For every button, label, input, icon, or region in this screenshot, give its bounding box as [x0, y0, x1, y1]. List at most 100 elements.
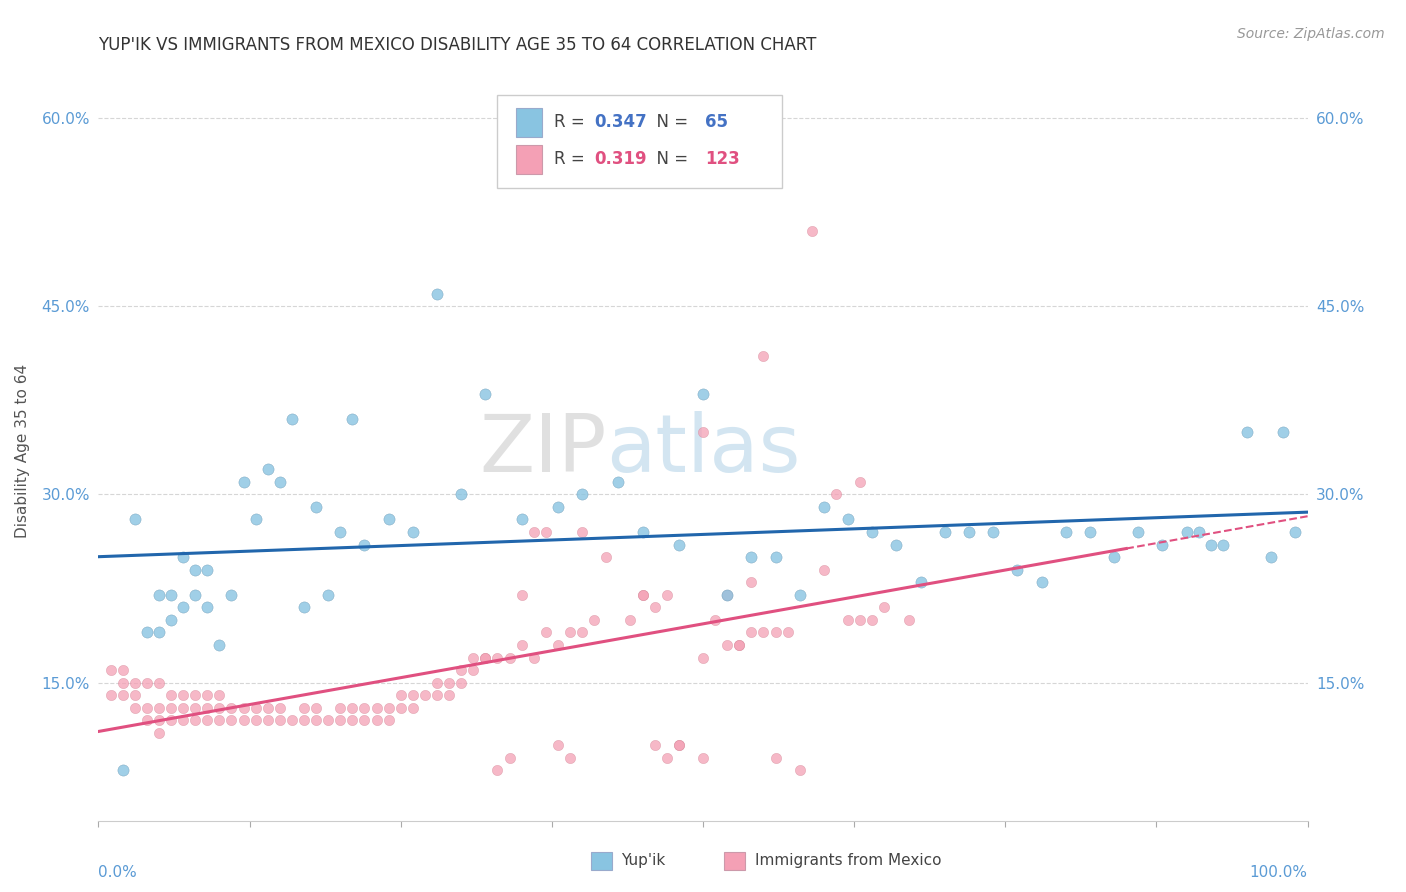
Point — [486, 764, 509, 778]
Point — [269, 713, 291, 727]
Point — [389, 700, 412, 714]
Point — [934, 524, 956, 539]
Point — [474, 650, 496, 665]
Point — [353, 538, 375, 552]
Point — [607, 475, 630, 489]
Point — [245, 512, 267, 526]
Point — [426, 286, 449, 301]
Point — [728, 638, 751, 652]
Text: 0.319: 0.319 — [595, 151, 647, 169]
Point — [389, 688, 412, 702]
Point — [377, 512, 399, 526]
Point — [329, 700, 352, 714]
Point — [342, 412, 364, 426]
Point — [498, 650, 520, 665]
Point — [752, 349, 775, 363]
Point — [619, 613, 641, 627]
Point — [316, 588, 339, 602]
Text: 100.0%: 100.0% — [1250, 865, 1308, 880]
Text: N =: N = — [647, 151, 693, 169]
Point — [426, 675, 449, 690]
Text: R =: R = — [554, 151, 591, 169]
Point — [789, 764, 811, 778]
Point — [789, 588, 811, 602]
Point — [195, 713, 218, 727]
Point — [172, 713, 194, 727]
Point — [873, 600, 896, 615]
Point — [172, 600, 194, 615]
Point — [111, 688, 134, 702]
Point — [595, 550, 617, 565]
Point — [148, 726, 170, 740]
Point — [813, 563, 835, 577]
Point — [195, 563, 218, 577]
Point — [474, 650, 496, 665]
Point — [256, 462, 278, 476]
Point — [208, 638, 231, 652]
Point — [571, 625, 593, 640]
Point — [692, 650, 714, 665]
Point — [426, 688, 449, 702]
Point — [486, 650, 509, 665]
Point — [765, 751, 787, 765]
Point — [450, 487, 472, 501]
Point — [837, 613, 859, 627]
Point — [172, 688, 194, 702]
Point — [402, 524, 425, 539]
Point — [510, 512, 533, 526]
Text: 0.347: 0.347 — [595, 113, 647, 131]
Point — [148, 713, 170, 727]
Point — [245, 700, 267, 714]
Point — [124, 675, 146, 690]
Point — [716, 638, 738, 652]
Point — [463, 650, 485, 665]
Point — [1212, 538, 1234, 552]
Point — [148, 675, 170, 690]
Point — [292, 700, 315, 714]
FancyBboxPatch shape — [498, 95, 782, 187]
Point — [329, 524, 352, 539]
Point — [716, 588, 738, 602]
Point — [100, 663, 122, 677]
Point — [221, 588, 243, 602]
Point — [184, 713, 207, 727]
Point — [523, 524, 546, 539]
Text: 0.0%: 0.0% — [98, 865, 138, 880]
Point — [148, 625, 170, 640]
Point — [195, 600, 218, 615]
Point — [765, 625, 787, 640]
Point — [342, 700, 364, 714]
Point — [292, 713, 315, 727]
Point — [1128, 524, 1150, 539]
Text: R =: R = — [554, 113, 591, 131]
Point — [765, 550, 787, 565]
Point — [631, 588, 654, 602]
Point — [281, 713, 304, 727]
Point — [571, 524, 593, 539]
Point — [437, 688, 460, 702]
Point — [305, 500, 328, 514]
Point — [377, 700, 399, 714]
Point — [1199, 538, 1222, 552]
Text: Immigrants from Mexico: Immigrants from Mexico — [755, 854, 942, 868]
Point — [558, 751, 581, 765]
Point — [208, 713, 231, 727]
Point — [366, 700, 388, 714]
Point — [184, 688, 207, 702]
Point — [668, 538, 690, 552]
Point — [631, 524, 654, 539]
Point — [583, 613, 606, 627]
Point — [172, 700, 194, 714]
Text: Yup'ik: Yup'ik — [621, 854, 665, 868]
Point — [342, 713, 364, 727]
Point — [704, 613, 727, 627]
Point — [692, 751, 714, 765]
Point — [668, 739, 690, 753]
Point — [776, 625, 799, 640]
Point — [668, 739, 690, 753]
Text: Source: ZipAtlas.com: Source: ZipAtlas.com — [1237, 27, 1385, 41]
Point — [1260, 550, 1282, 565]
Point — [184, 588, 207, 602]
Point — [353, 700, 375, 714]
Point — [825, 487, 848, 501]
